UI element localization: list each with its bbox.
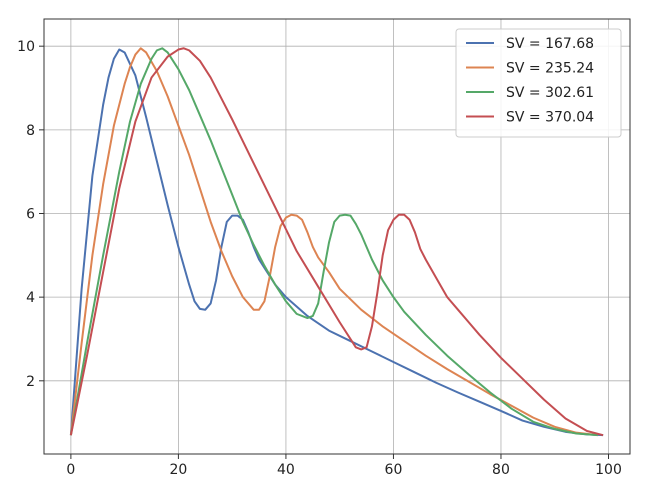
series-line-1 — [69, 48, 604, 437]
series-line-4 — [69, 47, 604, 437]
legend-label: SV = 370.04 — [506, 110, 594, 126]
y-tick-label: 2 — [26, 374, 35, 390]
x-tick-label: 40 — [277, 462, 295, 478]
y-axis: 2 4 6 8 10 — [17, 39, 44, 390]
x-tick-label: 80 — [492, 462, 510, 478]
series-line-2 — [69, 47, 598, 437]
x-axis: 0 20 40 60 80 100 — [66, 454, 622, 478]
legend-label: SV = 302.61 — [506, 85, 594, 101]
x-tick-label: 100 — [595, 462, 622, 478]
series-line-3 — [69, 47, 598, 437]
x-tick-label: 0 — [66, 462, 75, 478]
plot-area — [69, 47, 604, 437]
y-tick-label: 6 — [26, 206, 35, 222]
x-tick-label: 20 — [169, 462, 187, 478]
legend: SV = 167.68 SV = 235.24 SV = 302.61 SV = 37… — [455, 28, 622, 138]
legend-label: SV = 167.68 — [506, 36, 594, 52]
y-tick-label: 8 — [26, 123, 35, 139]
x-tick-label: 60 — [385, 462, 403, 478]
legend-label: SV = 235.24 — [506, 61, 594, 77]
y-tick-label: 10 — [17, 39, 35, 55]
y-tick-label: 4 — [26, 290, 35, 306]
legend-box — [455, 28, 622, 138]
plot-frame — [43, 18, 631, 455]
